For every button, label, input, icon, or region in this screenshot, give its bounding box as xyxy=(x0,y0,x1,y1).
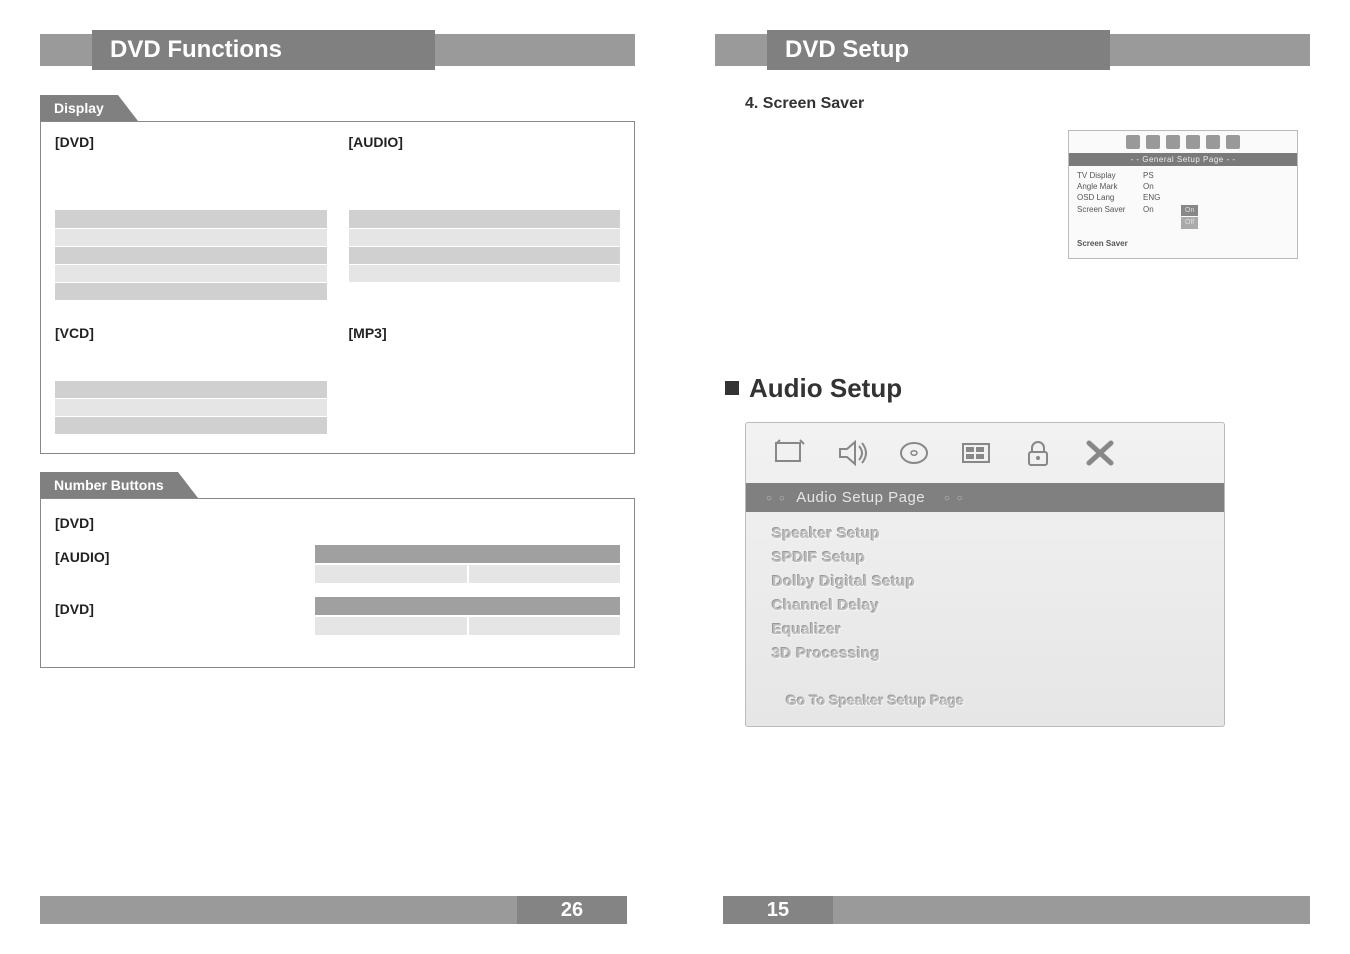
dots-left-icon: ○ ○ xyxy=(766,493,787,504)
display-tab-label: Display xyxy=(40,95,118,121)
number-row-1-table xyxy=(315,545,620,583)
big-osd-icons xyxy=(746,423,1224,483)
right-page-number: 15 xyxy=(723,896,833,924)
display-col-mp3: [MP3] xyxy=(349,325,621,436)
display-col-dvd: [DVD] xyxy=(55,134,327,301)
menu-3d-processing[interactable]: 3D Processing xyxy=(772,642,1198,666)
display-col-audio-label: [AUDIO] xyxy=(349,134,621,150)
number-row-1: [AUDIO] xyxy=(55,545,620,583)
menu-equalizer[interactable]: Equalizer xyxy=(772,618,1198,642)
number-panel: [DVD] [AUDIO] [DVD] xyxy=(40,498,635,668)
lock-icon xyxy=(1206,135,1220,149)
submenu-off[interactable]: Off xyxy=(1181,217,1198,229)
display-col-mp3-label: [MP3] xyxy=(349,325,621,341)
display-table-vcd xyxy=(55,381,327,436)
left-page: DVD Functions Display [DVD] [AUDIO] xyxy=(0,0,675,954)
general-icon[interactable] xyxy=(772,437,808,469)
number-row-2-table xyxy=(315,597,620,635)
display-col-audio: [AUDIO] xyxy=(349,134,621,301)
left-page-number: 26 xyxy=(517,896,627,924)
header-right-accent xyxy=(435,34,635,66)
display-panel: [DVD] [AUDIO] [VCD] xyxy=(40,121,635,454)
left-footer: 26 xyxy=(40,896,635,924)
number-row-2-label: [DVD] xyxy=(55,597,315,617)
submenu-on[interactable]: On xyxy=(1181,205,1198,217)
big-osd-title-text: Audio Setup Page xyxy=(796,489,925,506)
general-setup-osd: - - General Setup Page - - TV Display PS … xyxy=(1068,130,1298,259)
video-setup-icon[interactable] xyxy=(958,437,994,469)
number-row-0: [DVD] xyxy=(55,511,620,531)
audio-setup-heading-text: Audio Setup xyxy=(749,373,902,403)
video-icon xyxy=(1186,135,1200,149)
menu-channel-delay[interactable]: Channel Delay xyxy=(772,594,1198,618)
x-icon xyxy=(1226,135,1240,149)
left-page-title: DVD Functions xyxy=(92,30,435,70)
lock-icon[interactable] xyxy=(1020,437,1056,469)
gen-k2: OSD Lang xyxy=(1077,192,1137,203)
gen-k3: Screen Saver xyxy=(1077,204,1137,230)
header-right-accent-r xyxy=(1110,34,1310,66)
number-row-2: [DVD] xyxy=(55,597,620,635)
disc-icon[interactable] xyxy=(896,437,932,469)
number-row-1-label: [AUDIO] xyxy=(55,545,315,565)
dolby-icon xyxy=(1166,135,1180,149)
gen-v1: On xyxy=(1143,181,1173,192)
speaker-setup-icon[interactable] xyxy=(834,437,870,469)
header-left-accent-r xyxy=(715,34,767,66)
display-table-audio xyxy=(349,210,621,283)
gen-k0: TV Display xyxy=(1077,170,1137,181)
display-col-dvd-label: [DVD] xyxy=(55,134,327,150)
small-osd-footer: Screen Saver xyxy=(1069,233,1297,248)
small-osd-title: - - General Setup Page - - xyxy=(1069,153,1297,166)
right-page: DVD Setup 4. Screen Saver - - General Se… xyxy=(675,0,1350,954)
gen-v3: On xyxy=(1143,204,1173,230)
footer-grey-l xyxy=(40,896,517,924)
bullet-square-icon xyxy=(725,381,739,395)
menu-speaker-setup[interactable]: Speaker Setup xyxy=(772,522,1198,546)
number-tab-label: Number Buttons xyxy=(40,472,178,498)
right-page-title: DVD Setup xyxy=(767,30,1110,70)
header-left-accent xyxy=(40,34,92,66)
right-footer: 15 xyxy=(715,896,1310,924)
audio-setup-osd: ○ ○ Audio Setup Page ○ ○ Speaker Setup S… xyxy=(745,422,1225,727)
display-col-vcd: [VCD] xyxy=(55,325,327,436)
big-osd-title: ○ ○ Audio Setup Page ○ ○ xyxy=(746,483,1224,512)
display-section: Display [DVD] [AUDIO] [VCD] xyxy=(40,95,635,454)
menu-dolby-setup[interactable]: Dolby Digital Setup xyxy=(772,570,1198,594)
speaker-icon xyxy=(1146,135,1160,149)
display-table-dvd xyxy=(55,210,327,301)
tv-icon xyxy=(1126,135,1140,149)
dots-right-icon: ○ ○ xyxy=(944,493,965,504)
big-osd-hint: Go To Speaker Setup Page xyxy=(746,692,1224,714)
audio-setup-heading: Audio Setup xyxy=(725,373,1310,404)
screen-saver-heading: 4. Screen Saver xyxy=(745,95,1310,113)
left-header: DVD Functions xyxy=(40,30,635,70)
gen-k1: Angle Mark xyxy=(1077,181,1137,192)
number-row-0-label: [DVD] xyxy=(55,511,315,531)
small-osd-list: TV Display PS Angle Mark On OSD Lang ENG Sc… xyxy=(1069,166,1297,233)
small-osd-icons xyxy=(1069,131,1297,153)
menu-spdif-setup[interactable]: SPDIF Setup xyxy=(772,546,1198,570)
footer-grey-r xyxy=(833,896,1310,924)
gen-v2: ENG xyxy=(1143,192,1173,203)
number-buttons-section: Number Buttons [DVD] [AUDIO] [DVD] xyxy=(40,472,635,668)
right-header: DVD Setup xyxy=(715,30,1310,70)
display-col-vcd-label: [VCD] xyxy=(55,325,327,341)
close-icon[interactable] xyxy=(1082,437,1118,469)
big-osd-menu: Speaker Setup SPDIF Setup Dolby Digital … xyxy=(746,512,1224,692)
gen-v0: PS xyxy=(1143,170,1173,181)
